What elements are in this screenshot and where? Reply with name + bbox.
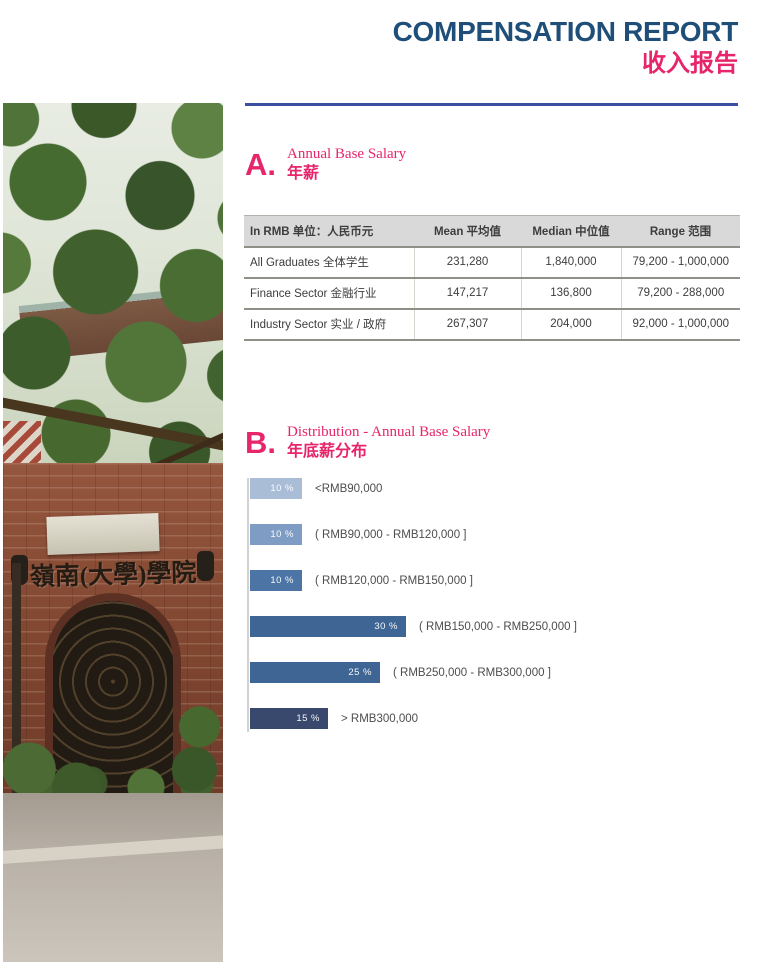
bar-range-label: ( RMB250,000 - RMB300,000 ]	[393, 666, 551, 679]
median-cell: 136,800	[520, 277, 621, 310]
table-header-cell: Range 范围	[621, 215, 740, 248]
bar-row: 10 % ( RMB90,000 - RMB120,000 ]	[250, 524, 577, 545]
salary-table: In RMB 单位：人民币元 Mean 平均值 Median 中位值 Range…	[244, 215, 740, 341]
bar-row: 10 % <RMB90,000	[250, 478, 577, 499]
bar-row: 25 % ( RMB250,000 - RMB300,000 ]	[250, 662, 577, 683]
mean-cell: 267,307	[413, 308, 521, 341]
chart-axis	[247, 478, 249, 732]
bar: 15 %	[250, 708, 328, 729]
photo-stone-plaque	[46, 513, 160, 555]
bar-value-label: 30 %	[374, 621, 398, 632]
section-a-title-en: Annual Base Salary	[287, 146, 407, 162]
table-row: Finance Sector 金融行业 147,217 136,800 79,2…	[244, 277, 740, 310]
range-cell: 92,000 - 1,000,000	[620, 308, 740, 341]
bar-value-label: 10 %	[270, 483, 294, 494]
bar: 30 %	[250, 616, 406, 637]
median-cell: 1,840,000	[520, 246, 621, 279]
bar-row: 30 % ( RMB150,000 - RMB250,000 ]	[250, 616, 577, 637]
bar-row: 10 % ( RMB120,000 - RMB150,000 ]	[250, 570, 577, 591]
range-cell: 79,200 - 1,000,000	[620, 246, 740, 279]
bar-range-label: <RMB90,000	[315, 482, 383, 495]
photo-pavement	[3, 793, 223, 962]
bar-value-label: 10 %	[270, 529, 294, 540]
row-label-cell: Finance Sector 金融行业	[244, 277, 414, 310]
section-b-title-en: Distribution - Annual Base Salary	[287, 424, 491, 440]
table-row: Industry Sector 实业 / 政府 267,307 204,000 …	[244, 308, 740, 341]
bar-range-label: ( RMB120,000 - RMB150,000 ]	[315, 574, 473, 587]
photo-lantern-right	[197, 551, 214, 581]
table-row: All Graduates 全体学生 231,280 1,840,000 79,…	[244, 246, 740, 279]
table-header-cell: In RMB 单位：人民币元	[244, 215, 414, 248]
row-label-cell: All Graduates 全体学生	[244, 246, 414, 279]
salary-distribution-chart: 10 % <RMB90,000 10 % ( RMB90,000 - RMB120,0…	[247, 478, 737, 734]
photo-bush-right	[171, 703, 223, 798]
mean-cell: 231,280	[413, 246, 521, 279]
median-cell: 204,000	[520, 308, 621, 341]
bar: 10 %	[250, 570, 302, 591]
section-a-letter: A.	[245, 147, 276, 182]
bar-value-label: 10 %	[270, 575, 294, 586]
report-title-zh: 收入报告	[642, 50, 738, 77]
section-b-letter: B.	[245, 425, 276, 460]
photo-sign-text: 嶺南(大學)學院	[29, 559, 197, 592]
bar-value-label: 25 %	[348, 667, 372, 678]
table-header-row: In RMB 单位：人民币元 Mean 平均值 Median 中位值 Range…	[244, 215, 740, 248]
bar-range-label: ( RMB150,000 - RMB250,000 ]	[419, 620, 577, 633]
section-b-header: B. Distribution - Annual Base Salary 年底薪…	[245, 424, 490, 462]
header-divider	[245, 103, 738, 106]
bar-chart-bars: 10 % <RMB90,000 10 % ( RMB90,000 - RMB120,0…	[250, 478, 577, 754]
bar: 10 %	[250, 524, 302, 545]
bar-range-label: ( RMB90,000 - RMB120,000 ]	[315, 528, 467, 541]
bar-range-label: > RMB300,000	[341, 712, 419, 725]
row-label-cell: Industry Sector 实业 / 政府	[244, 308, 414, 341]
mean-cell: 147,217	[413, 277, 521, 310]
section-b-title-zh: 年底薪分布	[287, 443, 368, 460]
bar: 25 %	[250, 662, 380, 683]
bar-row: 15 % > RMB300,000	[250, 708, 577, 729]
range-cell: 79,200 - 288,000	[620, 277, 740, 310]
table-header-cell: Mean 平均值	[414, 215, 521, 248]
report-title-en: COMPENSATION REPORT	[392, 16, 739, 47]
campus-photo: 嶺南(大學)學院	[3, 103, 223, 962]
section-a-header: A. Annual Base Salary 年薪	[245, 146, 406, 184]
section-a-title-zh: 年薪	[287, 165, 320, 182]
bar: 10 %	[250, 478, 302, 499]
table-header-cell: Median 中位值	[521, 215, 621, 248]
bar-value-label: 15 %	[296, 713, 320, 724]
